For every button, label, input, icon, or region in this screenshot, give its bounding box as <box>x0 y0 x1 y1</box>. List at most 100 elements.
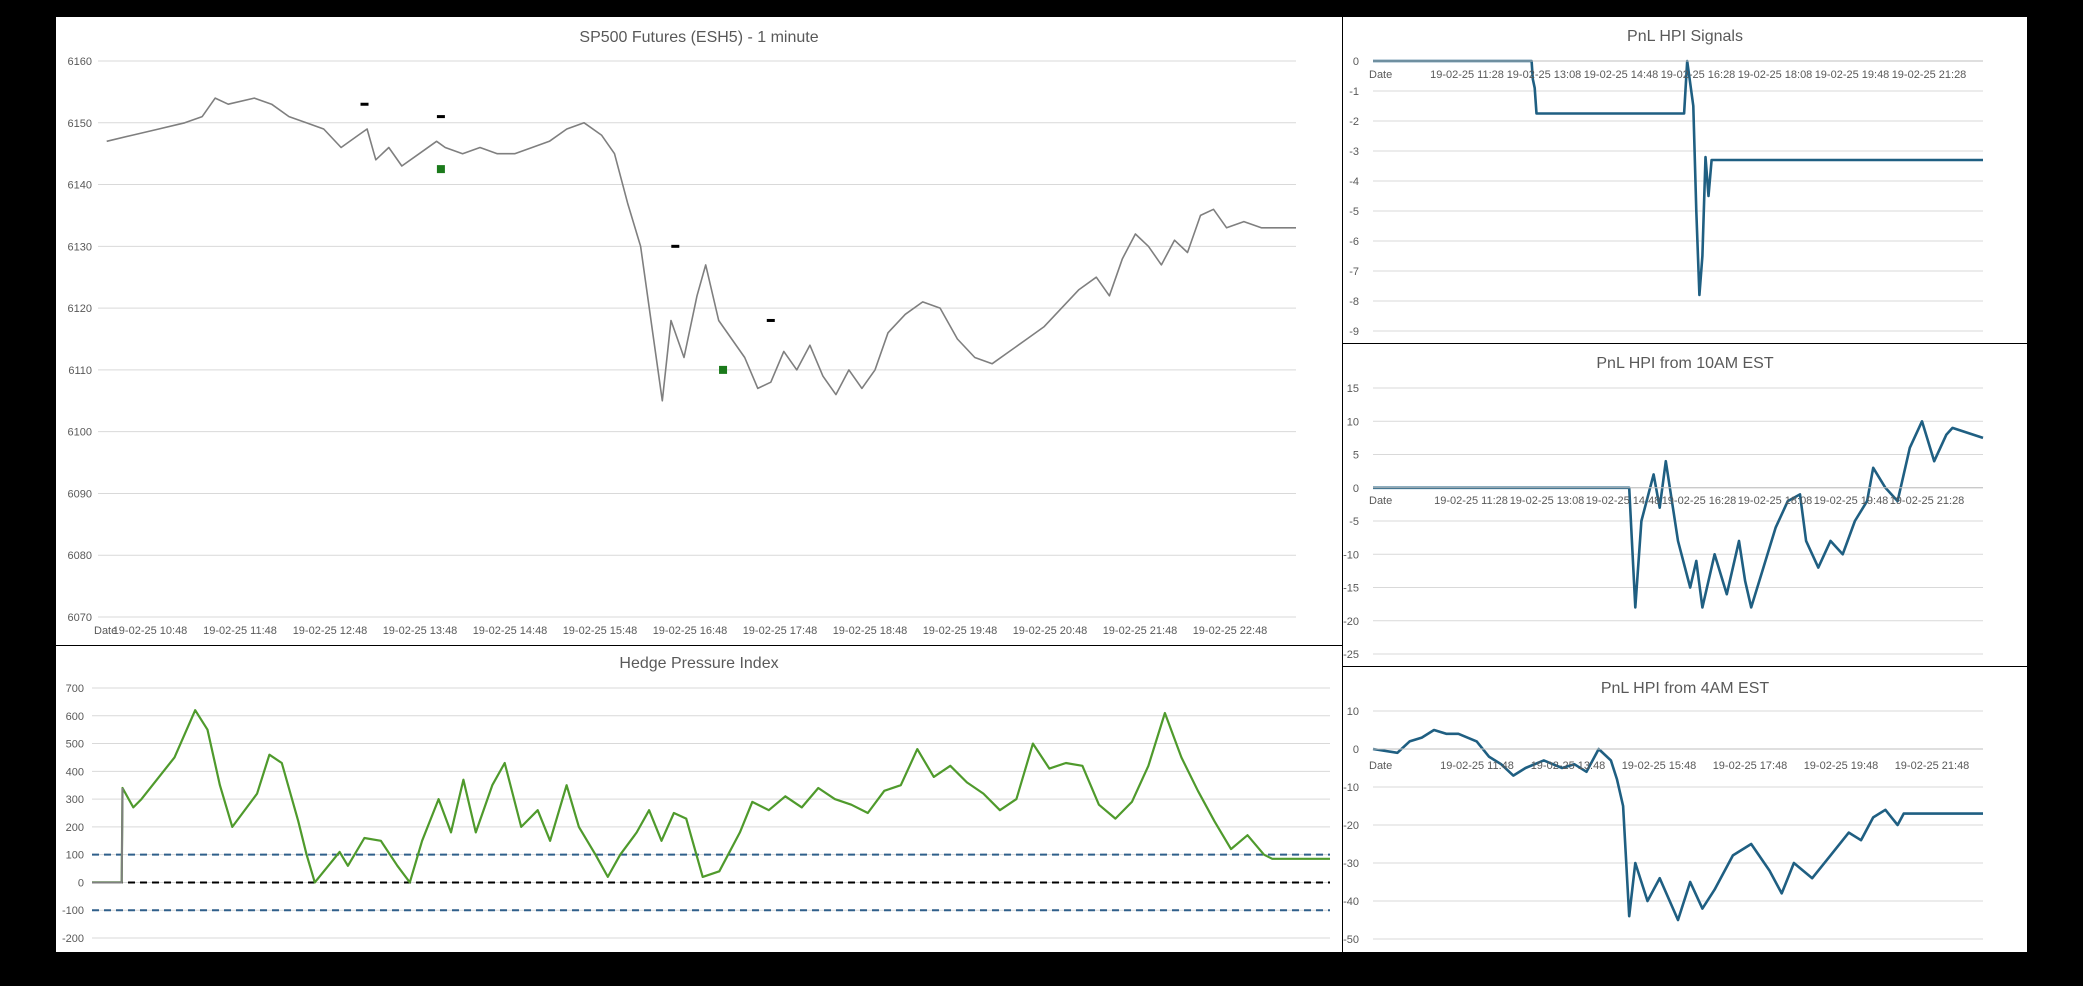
y-tick-label: -10 <box>1343 549 1359 561</box>
x-tick-label: 19-02-25 19:48 <box>1815 69 1890 81</box>
y-tick-label: -25 <box>1343 649 1359 661</box>
y-tick-label: 6160 <box>68 56 92 68</box>
sp500-futures-svg: SP500 Futures (ESH5) - 1 minute 6070 6080… <box>68 29 1296 637</box>
chart-title: PnL HPI Signals <box>1627 28 1743 45</box>
y-tick-label: -200 <box>62 933 84 945</box>
x-tick-label: 19-02-25 13:48 <box>1531 760 1606 772</box>
y-tick-label: 6070 <box>68 612 92 624</box>
y-tick-label: -5 <box>1349 516 1359 528</box>
y-tick-label: 6150 <box>68 118 92 130</box>
y-tick-label: 6130 <box>68 241 92 253</box>
x-tick-label: 19-02-25 18:08 <box>1738 495 1813 507</box>
chart-title: PnL HPI from 10AM EST <box>1596 355 1773 372</box>
y-tick-label: 10 <box>1347 706 1359 718</box>
y-tick-label: 15 <box>1347 383 1359 395</box>
x-tick-label: 19-02-25 16:48 <box>653 625 728 637</box>
pnl-hpi-signals-svg: PnL HPI Signals 0 -1 -2 -3 -4 -5 -6 -7 -8 -9 Date 1… <box>1349 28 1983 338</box>
x-tick-label: 19-02-25 11:48 <box>1440 760 1514 772</box>
y-tick-label: -40 <box>1343 896 1359 908</box>
y-tick-label: -7 <box>1349 266 1359 278</box>
pnl-hpi-4am-chart: PnL HPI from 4AM EST 10 0 -10 -20 -30 -40 -50 D… <box>1343 667 2027 952</box>
y-tick-label: -2 <box>1349 116 1359 128</box>
x-tick-label: 19-02-25 15:48 <box>563 625 638 637</box>
y-tick-label: -8 <box>1349 296 1359 308</box>
y-tick-label: 6100 <box>68 427 92 439</box>
y-tick-label: 6080 <box>68 550 92 562</box>
y-tick-label: 10 <box>1347 416 1359 428</box>
x-tick-label: 19-02-25 21:28 <box>1892 69 1967 81</box>
x-tick-label: 19-02-25 21:28 <box>1890 495 1965 507</box>
x-tick-label: 19-02-25 11:28 <box>1434 495 1508 507</box>
x-tick-label: 19-02-25 19:48 <box>1814 495 1889 507</box>
series-line <box>1372 728 1983 922</box>
x-tick-label: 19-02-25 14:48 <box>473 625 548 637</box>
y-tick-label: 400 <box>66 766 84 778</box>
signal-dash-marker <box>671 244 680 248</box>
x-tick-label: 19-02-25 14:48 <box>1586 495 1661 507</box>
signal-dash-marker <box>436 115 445 119</box>
y-tick-label: 200 <box>66 822 84 834</box>
y-tick-label: -3 <box>1349 146 1359 158</box>
y-tick-label: 700 <box>66 683 84 695</box>
x-first-label: Date <box>1369 495 1392 507</box>
series-line <box>106 97 1296 402</box>
y-tick-label: 100 <box>66 850 84 862</box>
y-tick-label: -20 <box>1343 616 1359 628</box>
series-line <box>1373 59 1983 297</box>
pnl-hpi-signals-chart: PnL HPI Signals 0 -1 -2 -3 -4 -5 -6 -7 -8 -9 Date 1… <box>1343 17 2027 343</box>
signal-dash-marker <box>360 102 369 106</box>
x-tick-label: 19-02-25 12:48 <box>293 625 368 637</box>
x-first-label: Date <box>94 625 117 637</box>
y-tick-label: -6 <box>1349 236 1359 248</box>
y-tick-label: 500 <box>66 739 84 751</box>
y-tick-label: 6120 <box>68 303 92 315</box>
hedge-pressure-index-svg: Hedge Pressure Index -200 -100 0 100 200 300 4… <box>62 655 1330 945</box>
y-tick-label: -100 <box>62 905 84 917</box>
y-tick-label: 6110 <box>68 365 92 377</box>
hedge-pressure-index-chart: Hedge Pressure Index -200 -100 0 100 200 300 4… <box>56 646 1342 952</box>
y-tick-label: -15 <box>1343 583 1359 595</box>
y-tick-label: -9 <box>1349 326 1359 338</box>
x-tick-label: 19-02-25 13:08 <box>1510 495 1585 507</box>
signal-square-marker <box>719 365 728 374</box>
signal-square-marker <box>436 165 445 174</box>
pnl-hpi-10am-chart: PnL HPI from 10AM EST 15 10 5 0 -5 -10 -15 -20 -… <box>1343 344 2027 666</box>
y-tick-label: -4 <box>1349 176 1359 188</box>
y-tick-label: 0 <box>1353 56 1359 68</box>
chart-title: PnL HPI from 4AM EST <box>1601 680 1770 697</box>
x-first-label: Date <box>1369 69 1392 81</box>
x-tick-label: 19-02-25 19:48 <box>1804 760 1879 772</box>
x-tick-label: 19-02-25 10:48 <box>113 625 188 637</box>
pnl-hpi-4am-svg: PnL HPI from 4AM EST 10 0 -10 -20 -30 -40 -50 D… <box>1343 680 1983 946</box>
sp500-futures-chart: SP500 Futures (ESH5) - 1 minute 6070 6080… <box>56 17 1342 645</box>
y-tick-label: -5 <box>1349 206 1359 218</box>
x-tick-label: 19-02-25 11:48 <box>203 625 277 637</box>
y-tick-label: 5 <box>1353 450 1359 462</box>
x-tick-label: 19-02-25 19:48 <box>923 625 998 637</box>
y-tick-label: -1 <box>1349 86 1359 98</box>
x-tick-label: 19-02-25 14:48 <box>1584 69 1659 81</box>
x-first-label: Date <box>1369 760 1392 772</box>
y-tick-label: -50 <box>1343 934 1359 946</box>
x-tick-label: 19-02-25 17:48 <box>1713 760 1788 772</box>
pnl-hpi-10am-svg: PnL HPI from 10AM EST 15 10 5 0 -5 -10 -15 -20 -… <box>1343 355 1984 661</box>
x-tick-label: 19-02-25 21:48 <box>1103 625 1178 637</box>
x-tick-label: 19-02-25 18:48 <box>833 625 908 637</box>
series-baseline-segment <box>92 787 124 884</box>
x-tick-label: 19-02-25 13:48 <box>383 625 458 637</box>
y-tick-label: -20 <box>1343 820 1359 832</box>
y-tick-label: -10 <box>1343 782 1359 794</box>
x-tick-label: 19-02-25 21:48 <box>1895 760 1970 772</box>
chart-title: SP500 Futures (ESH5) - 1 minute <box>579 29 818 46</box>
y-tick-label: 6140 <box>68 180 92 192</box>
y-tick-label: 0 <box>1353 744 1359 756</box>
y-tick-label: -30 <box>1343 858 1359 870</box>
x-tick-label: 19-02-25 17:48 <box>743 625 818 637</box>
x-tick-label: 19-02-25 16:28 <box>1661 69 1736 81</box>
chart-title: Hedge Pressure Index <box>619 655 778 672</box>
x-tick-label: 19-02-25 20:48 <box>1013 625 1088 637</box>
signal-dash-marker <box>766 318 775 322</box>
y-tick-label: 6090 <box>68 488 92 500</box>
x-tick-label: 19-02-25 11:28 <box>1430 69 1504 81</box>
x-tick-label: 19-02-25 15:48 <box>1622 760 1697 772</box>
